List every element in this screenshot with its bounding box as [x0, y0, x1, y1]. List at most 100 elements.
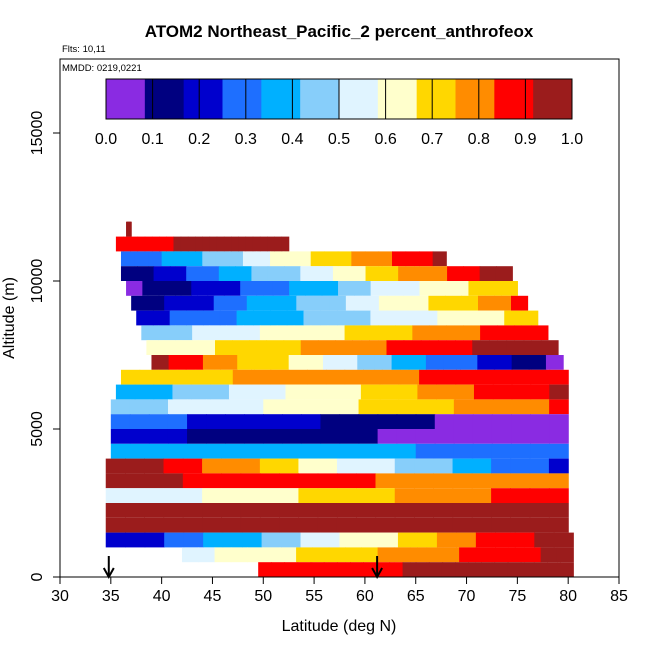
colorbar-segment: [106, 79, 146, 119]
heatmap-cell: [125, 473, 145, 489]
heatmap-cell: [147, 295, 165, 311]
heatmap-cell: [129, 429, 150, 444]
heatmap-cell: [188, 251, 203, 267]
heatmap-cell: [317, 503, 338, 518]
heatmap-cell: [223, 236, 232, 252]
heatmap-cell: [187, 414, 207, 429]
colorbar-tick-label: 1.0: [561, 131, 583, 148]
heatmap-cell: [123, 236, 131, 252]
heatmap-cell: [198, 547, 216, 563]
heatmap-cell: [452, 488, 473, 503]
heatmap-cell: [244, 399, 264, 415]
heatmap-cell: [279, 473, 300, 489]
heatmap-cell: [375, 503, 396, 518]
heatmap-cell: [415, 414, 436, 429]
heatmap-cell: [513, 325, 532, 341]
heatmap-cell: [336, 517, 357, 533]
heatmap-cell: [232, 369, 253, 385]
heatmap-cell: [305, 355, 324, 370]
heatmap-cell: [414, 517, 434, 533]
heatmap-cell: [240, 473, 261, 489]
heatmap-cell: [300, 266, 318, 281]
heatmap-cell: [125, 458, 145, 474]
heatmap-cell: [134, 384, 155, 400]
heatmap-cell: [472, 340, 491, 355]
heatmap-cell: [110, 414, 131, 429]
heatmap-cell: [301, 414, 322, 429]
heatmap-cell: [247, 547, 265, 563]
heatmap-cell: [433, 488, 454, 503]
heatmap-cell: [339, 414, 360, 429]
heatmap-cell: [540, 340, 559, 355]
heatmap-cell: [298, 488, 319, 503]
heatmap-cell: [443, 355, 461, 370]
heatmap-cell: [289, 281, 307, 296]
colorbar-tick-label: 0.0: [95, 131, 117, 148]
heatmap-cell: [296, 295, 314, 311]
heatmap-cell: [244, 443, 264, 459]
heatmap-cell: [493, 369, 513, 385]
heatmap-cell: [430, 266, 448, 281]
heatmap-cell: [534, 532, 555, 548]
heatmap-cell: [425, 355, 444, 370]
heatmap-cell: [186, 266, 204, 281]
heatmap-cell: [235, 266, 253, 281]
heatmap-cell: [240, 517, 261, 533]
heatmap-cell: [202, 251, 217, 267]
heatmap-cell: [530, 384, 550, 400]
heatmap-cell: [298, 517, 319, 533]
heatmap-cell: [163, 488, 184, 503]
heatmap-cell: [296, 547, 313, 563]
x-tick-label: 85: [610, 588, 628, 605]
heatmap-cell: [415, 562, 430, 577]
heatmap-cell: [144, 488, 165, 503]
heatmap-cell: [195, 236, 203, 252]
heatmap-cell: [472, 399, 493, 415]
heatmap-cell: [494, 295, 512, 311]
heatmap-cell: [151, 355, 170, 370]
heatmap-cell: [220, 355, 238, 370]
heatmap-cell: [495, 266, 513, 281]
heatmap-cell: [511, 443, 531, 459]
heatmap-cell: [197, 295, 215, 311]
heatmap-cell: [549, 414, 569, 429]
heatmap-cell: [215, 251, 230, 267]
heatmap-cell: [357, 355, 376, 370]
heatmap-cell: [221, 458, 242, 474]
heatmap-cell: [307, 369, 327, 385]
heatmap-cell: [408, 355, 427, 370]
heatmap-cell: [361, 325, 380, 341]
heatmap-cell: [412, 325, 430, 341]
colorbar-tick-label: 0.7: [421, 131, 443, 148]
heatmap-cell: [182, 488, 203, 503]
heatmap-cell: [144, 503, 165, 518]
heatmap-cell: [453, 443, 474, 459]
heatmap-cell: [456, 369, 476, 385]
heatmap-cell: [350, 562, 364, 577]
heatmap-cell: [236, 310, 254, 326]
heatmap-cell: [337, 251, 352, 267]
heatmap-cell: [511, 384, 532, 400]
heatmap-cell: [259, 473, 280, 489]
heatmap-cell: [475, 369, 495, 385]
heatmap-cell: [491, 517, 511, 533]
heatmap-cell: [187, 399, 207, 415]
colorbar-tick-label: 0.6: [374, 131, 396, 148]
heatmap-cell: [434, 429, 455, 444]
colorbar-tick-label: 0.4: [281, 131, 303, 148]
heatmap-cell: [471, 458, 492, 474]
heatmap-cell: [206, 414, 226, 429]
heatmap-cell: [491, 547, 509, 563]
heatmap-cell: [144, 458, 165, 474]
heatmap-cell: [354, 281, 372, 296]
heatmap-cell: [419, 369, 439, 385]
colorbar: 0.0 0.1 0.2 0.3 0.4 0.5 0.6 0.7 0.8 0.9 1.0: [95, 78, 583, 148]
heatmap-cell: [136, 310, 154, 326]
heatmap-cell: [222, 532, 243, 548]
heatmap-cell: [169, 310, 188, 326]
heatmap-cell: [187, 236, 196, 252]
heatmap-cell: [163, 458, 184, 474]
colorbar-segment: [144, 79, 185, 119]
heatmap-cell: [370, 310, 388, 326]
heatmap-cell: [507, 562, 522, 577]
